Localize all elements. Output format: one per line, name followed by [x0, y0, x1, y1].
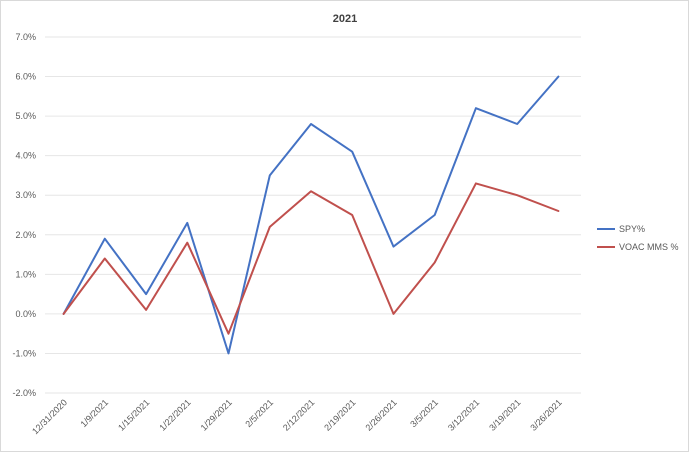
x-tick-label: 12/31/2020 [30, 397, 69, 436]
x-tick-label: 3/5/2021 [408, 397, 440, 429]
x-tick-label: 2/5/2021 [243, 397, 275, 429]
legend-label: VOAC MMS % [619, 242, 679, 252]
x-tick-label: 1/29/2021 [199, 397, 234, 432]
legend: SPY% VOAC MMS % [597, 224, 679, 252]
y-tick-label: 6.0% [15, 72, 36, 82]
y-tick-label: 4.0% [15, 151, 36, 161]
x-axis-tick-labels: 12/31/2020 1/9/2021 1/15/2021 1/22/2021 1/29… [30, 397, 564, 436]
y-axis-tick-labels: -2.0% -1.0% 0.0% 1.0% 2.0% 3.0% 4.0% 5.0% 6.0% 7.… [12, 32, 36, 398]
y-tick-label: 1.0% [15, 269, 36, 279]
y-tick-label: 5.0% [15, 111, 36, 121]
y-tick-label: 0.0% [15, 309, 36, 319]
x-tick-label: 1/9/2021 [78, 397, 110, 429]
y-tick-label: 3.0% [15, 190, 36, 200]
gridlines [45, 36, 581, 394]
x-tick-label: 2/12/2021 [281, 397, 316, 432]
x-tick-label: 1/22/2021 [157, 397, 192, 432]
x-tick-label: 3/12/2021 [446, 397, 481, 432]
x-tick-label: 3/26/2021 [528, 397, 563, 432]
legend-label: SPY% [619, 224, 645, 234]
series-lines [62, 75, 560, 355]
y-tick-label: 2.0% [15, 230, 36, 240]
y-tick-label: -1.0% [12, 348, 36, 358]
x-tick-label: 2/19/2021 [322, 397, 357, 432]
series-line-1 [62, 182, 560, 335]
y-tick-label: 7.0% [15, 32, 36, 42]
series-line-0 [62, 75, 560, 355]
y-tick-label: -2.0% [12, 388, 36, 398]
chart-title: 2021 [333, 13, 357, 25]
x-tick-label: 2/26/2021 [363, 397, 398, 432]
x-tick-label: 3/19/2021 [487, 397, 522, 432]
x-tick-label: 1/15/2021 [116, 397, 151, 432]
